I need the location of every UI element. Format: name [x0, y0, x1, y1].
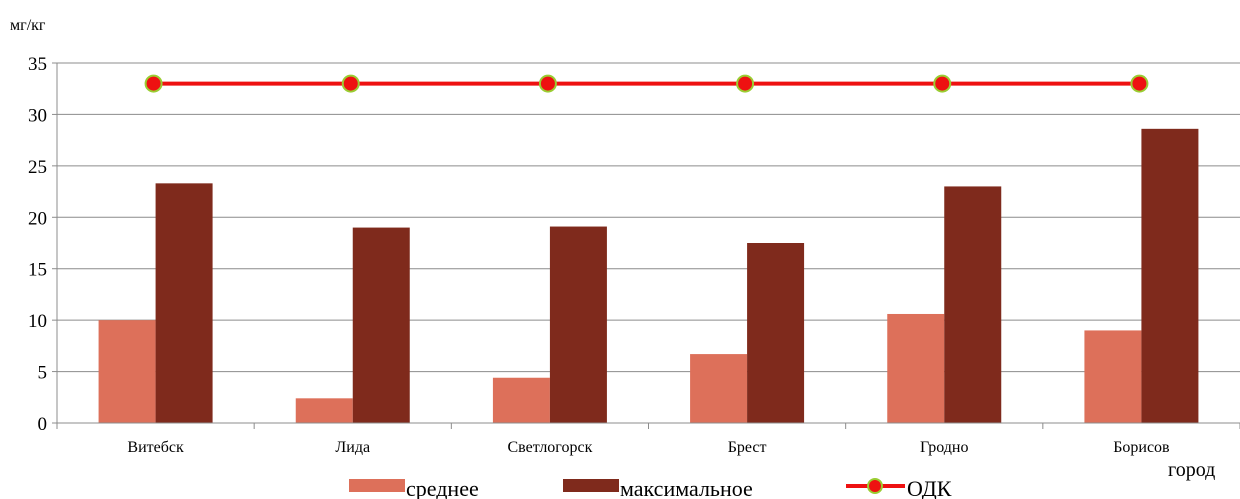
bar-max: [944, 186, 1002, 423]
bar-mean: [98, 320, 156, 423]
legend-swatch-mean: [349, 479, 405, 492]
bar-max: [155, 183, 213, 423]
odk-line: [144, 74, 1149, 93]
category-label: Витебск: [127, 439, 184, 456]
axes: [56, 63, 1240, 429]
category-label: Светлогорск: [507, 439, 592, 456]
odk-marker: [144, 74, 163, 93]
y-axis-unit: мг/кг: [10, 17, 46, 34]
legend-label-max: максимальное: [620, 476, 753, 499]
bars: [98, 128, 1199, 424]
y-tick-label: 15: [28, 260, 47, 281]
category-label: Брест: [728, 439, 767, 456]
y-tick-label: 10: [28, 311, 47, 332]
y-tick-labels: 0 5 10 15 20 25 30 35: [28, 54, 47, 435]
legend-marker-odk: [867, 478, 883, 494]
bar-max: [549, 226, 607, 423]
bar-mean: [887, 313, 945, 423]
y-tick-label: 0: [38, 414, 48, 435]
bar-max: [352, 227, 410, 423]
category-label: Лида: [335, 439, 370, 456]
odk-marker: [341, 74, 360, 93]
legend-swatch-max: [563, 479, 619, 492]
y-tick-label: 5: [38, 363, 48, 384]
legend-label-mean: среднее: [406, 476, 479, 499]
bar-mean: [1084, 330, 1142, 423]
category-label: Гродно: [920, 439, 968, 456]
bar-mean: [492, 377, 550, 423]
y-tick-label: 25: [28, 157, 47, 178]
odk-marker: [933, 74, 952, 93]
category-label: Борисов: [1113, 439, 1170, 456]
gridlines: [52, 62, 1240, 424]
bar-max: [747, 243, 805, 423]
legend-label-odk: ОДК: [907, 476, 952, 499]
legend: среднее максимальное ОДК: [349, 476, 952, 499]
x-axis-unit: город: [1168, 459, 1215, 481]
odk-marker: [538, 74, 557, 93]
odk-marker: [1130, 74, 1149, 93]
odk-marker: [736, 74, 755, 93]
bar-mean: [295, 398, 353, 423]
bar-max: [1141, 128, 1199, 424]
y-tick-label: 20: [28, 208, 47, 229]
bar-mean: [690, 354, 748, 423]
y-tick-label: 35: [28, 54, 47, 75]
y-tick-label: 30: [28, 105, 47, 126]
category-labels: Витебск Лида Светлогорск Брест Гродно Борисов: [127, 439, 1170, 456]
